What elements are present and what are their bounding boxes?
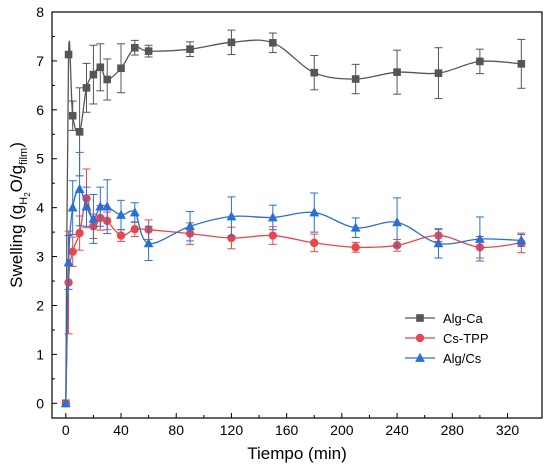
- y-axis-title-sub-film: film: [18, 148, 30, 165]
- y-tick-label: 4: [36, 200, 44, 216]
- x-tick-label: 240: [385, 422, 409, 438]
- data-point-alg-ca: [89, 70, 98, 79]
- x-tick-label: 80: [168, 422, 184, 438]
- data-point-alg-cs: [392, 216, 402, 227]
- data-point-alg-cs: [185, 220, 195, 231]
- data-point-alg-cs: [81, 201, 92, 211]
- y-tick-label: 2: [36, 297, 44, 313]
- data-point-alg-cs: [63, 257, 74, 267]
- y-axis-title-o: O: [7, 179, 26, 192]
- y-axis-title-end: ): [7, 142, 26, 148]
- data-point-alg-ca: [227, 38, 236, 47]
- data-point-alg-ca: [476, 57, 484, 66]
- legend: Alg-Ca Cs-TPP Alg/Cs: [405, 311, 489, 366]
- data-point-alg-cs: [88, 213, 99, 223]
- series-cs-tpp: [61, 168, 526, 408]
- x-tick-label: 280: [441, 422, 465, 438]
- data-point-cs-tpp: [116, 231, 126, 240]
- legend-label-alg-cs: Alg/Cs: [443, 351, 482, 366]
- legend-marker-cs-tpp: [415, 333, 425, 343]
- data-point-alg-cs: [267, 212, 278, 222]
- data-point-alg-cs: [226, 211, 237, 221]
- data-point-cs-tpp: [351, 243, 360, 252]
- data-point-alg-ca: [186, 45, 194, 53]
- y-axis-title-sep: /g: [7, 165, 26, 179]
- data-point-alg-ca: [82, 84, 91, 92]
- data-point-alg-cs: [129, 207, 140, 217]
- y-axis-title: Swelling (gH2O/gfilm): [7, 142, 32, 288]
- x-tick-label: 120: [220, 422, 244, 438]
- series-alg-cs: [60, 151, 527, 408]
- data-point-alg-cs: [309, 207, 320, 217]
- data-point-alg-ca: [117, 64, 125, 73]
- y-tick-label: 7: [36, 53, 44, 69]
- data-point-alg-ca: [310, 68, 319, 77]
- data-point-alg-cs: [433, 238, 444, 248]
- data-point-alg-ca: [75, 128, 84, 136]
- y-tick-label: 5: [36, 151, 44, 167]
- x-tick-label: 40: [113, 422, 129, 438]
- y-axis-title-sub-h: H: [18, 197, 30, 205]
- y-axis-title-main: Swelling (g: [7, 205, 26, 288]
- data-point-alg-ca: [131, 43, 139, 52]
- data-point-alg-ca: [96, 63, 105, 72]
- data-point-cs-tpp: [268, 231, 278, 240]
- x-tick-label: 160: [275, 422, 299, 438]
- data-point-alg-cs: [74, 183, 85, 193]
- data-point-alg-cs: [60, 397, 71, 408]
- x-tick-label: 320: [496, 422, 520, 438]
- data-point-alg-ca: [434, 69, 443, 77]
- data-point-alg-cs: [102, 201, 113, 211]
- legend-label-cs-tpp: Cs-TPP: [443, 331, 489, 346]
- data-point-alg-ca: [64, 50, 73, 59]
- x-axis-title: Tiempo (min): [247, 444, 347, 463]
- data-point-cs-tpp: [75, 228, 84, 238]
- data-point-alg-cs: [475, 233, 485, 243]
- data-point-alg-cs: [67, 202, 78, 212]
- x-tick-label: 0: [62, 422, 70, 438]
- data-point-alg-ca: [68, 111, 77, 120]
- plot-area-frame: [51, 11, 543, 419]
- data-point-alg-cs: [143, 238, 154, 248]
- series-line-alg-cs: [65, 188, 522, 404]
- legend-marker-alg-cs: [415, 352, 425, 362]
- data-point-alg-ca: [517, 60, 526, 68]
- data-point-cs-tpp: [310, 238, 319, 248]
- y-tick-label: 6: [36, 102, 44, 118]
- series-alg-ca: [62, 29, 526, 408]
- data-point-alg-cs: [516, 235, 527, 245]
- data-point-cs-tpp: [68, 247, 77, 256]
- data-point-alg-cs: [95, 201, 106, 211]
- y-tick-label: 1: [36, 346, 44, 362]
- data-point-alg-ca: [144, 47, 153, 55]
- y-tick-label: 8: [36, 4, 44, 20]
- data-point-alg-ca: [103, 75, 112, 84]
- data-point-alg-ca: [393, 68, 401, 76]
- legend-marker-alg-ca: [416, 314, 424, 322]
- data-point-cs-tpp: [130, 224, 140, 234]
- legend-label-alg-ca: Alg-Ca: [443, 311, 484, 326]
- y-tick-label: 0: [36, 395, 44, 411]
- data-point-alg-ca: [269, 39, 277, 47]
- data-point-alg-cs: [116, 209, 126, 219]
- data-point-alg-ca: [351, 75, 360, 83]
- y-axis-title-sub-2: 2: [23, 192, 32, 197]
- y-tick-label: 3: [36, 249, 44, 265]
- x-tick-label: 200: [330, 422, 354, 438]
- data-point-alg-cs: [350, 222, 361, 232]
